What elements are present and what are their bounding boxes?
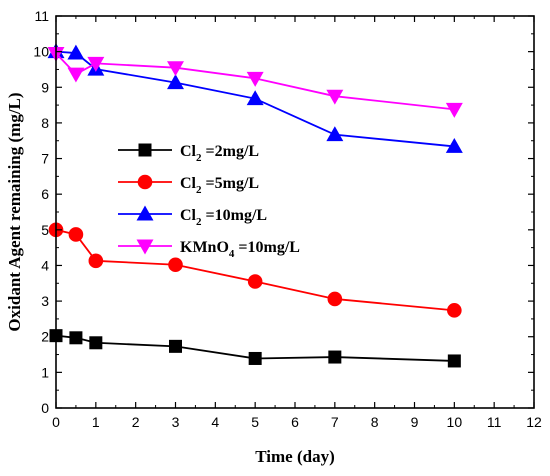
series-3-point [87, 56, 105, 72]
y-tick-label: 6 [41, 186, 49, 202]
y-tick-label: 3 [41, 293, 49, 309]
x-tick-label: 9 [411, 414, 419, 430]
series-0-point [328, 350, 342, 364]
legend-label-subscript: 4 [229, 248, 235, 260]
legend-label-subscript: 2 [196, 216, 202, 228]
legend-marker-1 [137, 174, 153, 190]
series-3-point [246, 71, 264, 87]
legend-marker-0 [138, 143, 152, 157]
series-3-point [67, 67, 85, 83]
series-1-point [68, 227, 84, 242]
x-tick-label: 11 [487, 414, 502, 430]
y-tick-label: 8 [41, 115, 49, 131]
legend-label-rest: =2mg/L [202, 143, 260, 160]
series-0-point [248, 351, 262, 365]
series-0-point [447, 354, 461, 368]
x-tick-label: 8 [371, 414, 379, 430]
y-tick-label: 2 [41, 329, 49, 345]
legend-label-rest: =10mg/L [202, 207, 268, 224]
legend-label-base: KMnO [180, 239, 229, 256]
series-3-point [167, 61, 184, 77]
x-tick-label: 10 [447, 414, 463, 430]
series-1-point [168, 257, 183, 273]
legend-marker-2 [136, 205, 154, 221]
legend-label-subscript: 2 [196, 184, 202, 196]
series-3-point [445, 102, 463, 118]
legend-marker-3 [136, 239, 154, 255]
legend-label-subscript: 2 [196, 152, 202, 164]
series-2-point [67, 44, 85, 60]
x-tick-label: 3 [172, 414, 180, 430]
series-1-point [327, 291, 343, 307]
series-0-point [169, 339, 182, 353]
x-tick-label: 2 [132, 414, 140, 430]
x-tick-label: 0 [52, 414, 60, 430]
series-0-point [69, 331, 83, 345]
legend-label-base: Cl [180, 207, 197, 224]
series-1-point [88, 253, 104, 269]
x-tick-label: 7 [331, 414, 339, 430]
legend-label-rest: =5mg/L [202, 175, 260, 192]
series-2-point [246, 90, 264, 106]
y-axis-title: Oxidant Agent remaining (mg/L) [5, 92, 24, 331]
series-0-point [89, 336, 103, 350]
series-3-point [326, 89, 344, 105]
legend-label-3: KMnO4 =10mg/L [180, 239, 300, 260]
y-tick-label: 7 [41, 151, 49, 167]
series-1-point [247, 274, 263, 289]
legend-label-0: Cl2 =2mg/L [180, 143, 259, 164]
y-tick-label: 1 [41, 364, 49, 380]
y-tick-label: 5 [41, 222, 49, 238]
y-tick-label: 9 [41, 79, 49, 95]
legend-label-base: Cl [180, 175, 197, 192]
x-tick-label: 4 [211, 414, 219, 430]
x-tick-label: 1 [92, 414, 100, 430]
plot-marks [47, 43, 463, 368]
x-axis-title: Time (day) [255, 447, 335, 466]
y-tick-label: 11 [34, 8, 49, 24]
legend-label-rest: =10mg/L [234, 239, 300, 256]
legend-label-2: Cl2 =10mg/L [180, 207, 267, 228]
y-tick-label: 4 [41, 257, 49, 273]
series-1-point [447, 303, 462, 318]
y-tick-label: 10 [33, 44, 49, 60]
legend-label-1: Cl2 =5mg/L [180, 175, 259, 196]
series-2-point [167, 74, 184, 90]
series-2-point [445, 137, 463, 153]
y-tick-label: 0 [41, 400, 49, 416]
x-tick-label: 6 [291, 414, 299, 430]
x-tick-label: 5 [251, 414, 259, 430]
legend-label-base: Cl [180, 143, 197, 160]
x-tick-label: 12 [526, 414, 542, 430]
series-2-point [326, 126, 344, 142]
